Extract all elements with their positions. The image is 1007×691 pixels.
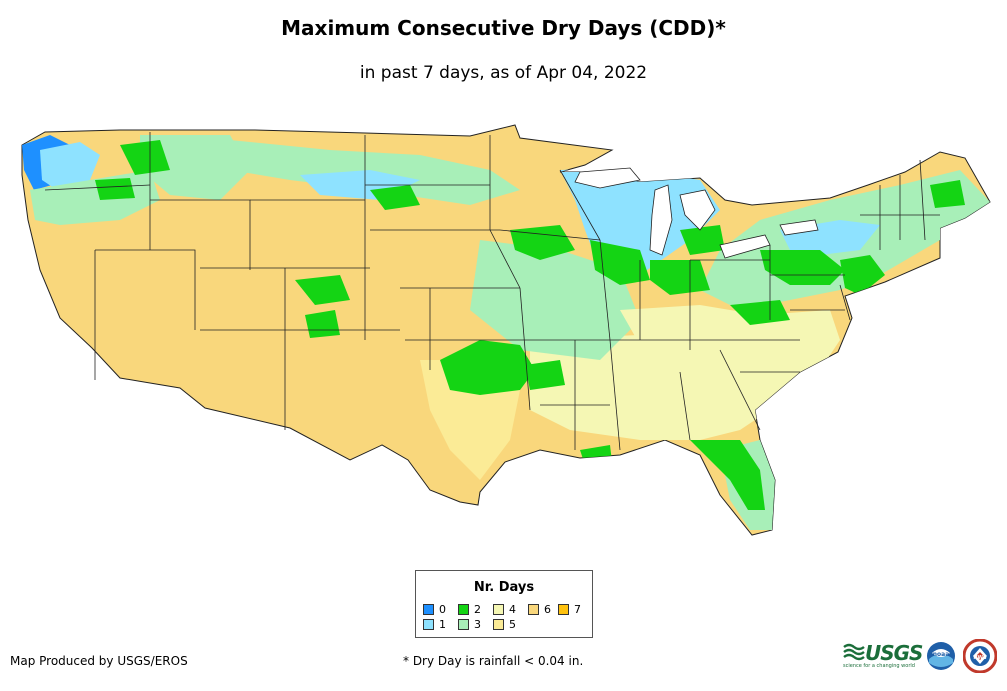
legend-item-7: 7 [558, 603, 581, 616]
legend-label-7: 7 [574, 603, 581, 616]
patch-arkansas-2days [525, 360, 565, 390]
legend-label-5: 5 [509, 618, 516, 631]
patch-maine-2days [930, 180, 965, 208]
legend-swatch-4 [493, 604, 504, 615]
legend-label-4: 4 [509, 603, 516, 616]
patch-colorado-2days [295, 275, 350, 305]
legend-label-6: 6 [544, 603, 551, 616]
legend-swatch-6 [528, 604, 539, 615]
legend-label-0: 0 [439, 603, 446, 616]
usgs-logo: USGS science for a changing world [843, 641, 923, 669]
legend-title: Nr. Days [473, 580, 535, 595]
legend-item-6: 6 [528, 603, 551, 616]
dry-day-footnote: * Dry Day is rainfall < 0.04 in. [403, 654, 584, 668]
nws-logo: NWS [963, 639, 997, 673]
map-subtitle: in past 7 days, as of Apr 04, 2022 [359, 63, 648, 83]
legend-swatch-1 [423, 619, 434, 630]
map-credit: Map Produced by USGS/EROS [10, 654, 188, 668]
green-2day-patches [95, 140, 965, 510]
legend-label-3: 3 [474, 618, 481, 631]
patch-florida-2days [690, 440, 765, 510]
patch-idaho-2days [95, 178, 135, 200]
usgs-logo-text: USGS [865, 641, 923, 665]
legend-item-3: 3 [458, 618, 481, 631]
legend-item-4: 4 [493, 603, 516, 616]
legend-box: Nr. Days 0 1 2 3 4 5 6 7 [415, 570, 593, 638]
patch-colorado-south-2days [305, 310, 340, 338]
patch-virginia-2days [730, 300, 790, 325]
patch-iowa-2days [510, 225, 575, 260]
patch-oklahoma-2days [440, 340, 535, 395]
nws-logo-text: NWS [973, 655, 987, 661]
patch-south-dakota-2days [370, 185, 420, 210]
legend-item-1: 1 [423, 618, 446, 631]
region-montana-3days [140, 135, 250, 200]
great-lakes [574, 167, 819, 259]
region-pnw-1day [40, 142, 100, 192]
legend-label-1: 1 [439, 618, 446, 631]
map-title: Maximum Consecutive Dry Days (CDD)* [281, 16, 726, 40]
patch-new-jersey-2days [840, 255, 885, 295]
legend-item-0: 0 [423, 603, 446, 616]
legend-swatch-0 [423, 604, 434, 615]
patch-ohio-2days [650, 260, 710, 295]
region-ohio-4days [620, 305, 840, 350]
legend-item-5: 5 [493, 618, 516, 631]
legend-swatch-3 [458, 619, 469, 630]
usgs-wave-icon [843, 643, 865, 661]
patch-michigan-2days [680, 225, 725, 255]
cdd-map [21, 124, 991, 536]
legend-swatch-5 [493, 619, 504, 630]
noaa-logo: noaa [927, 642, 955, 670]
legend-swatch-7 [558, 604, 569, 615]
state-boundaries [44, 132, 940, 451]
usgs-tagline: science for a changing world [843, 663, 915, 669]
legend-label-2: 2 [474, 603, 481, 616]
patch-montana-2days [120, 140, 170, 175]
legend-swatch-2 [458, 604, 469, 615]
legend-item-2: 2 [458, 603, 481, 616]
patch-pennsylvania-2days [760, 250, 845, 285]
noaa-logo-text: noaa [933, 651, 950, 658]
patch-great-lakes-2days [590, 240, 650, 285]
